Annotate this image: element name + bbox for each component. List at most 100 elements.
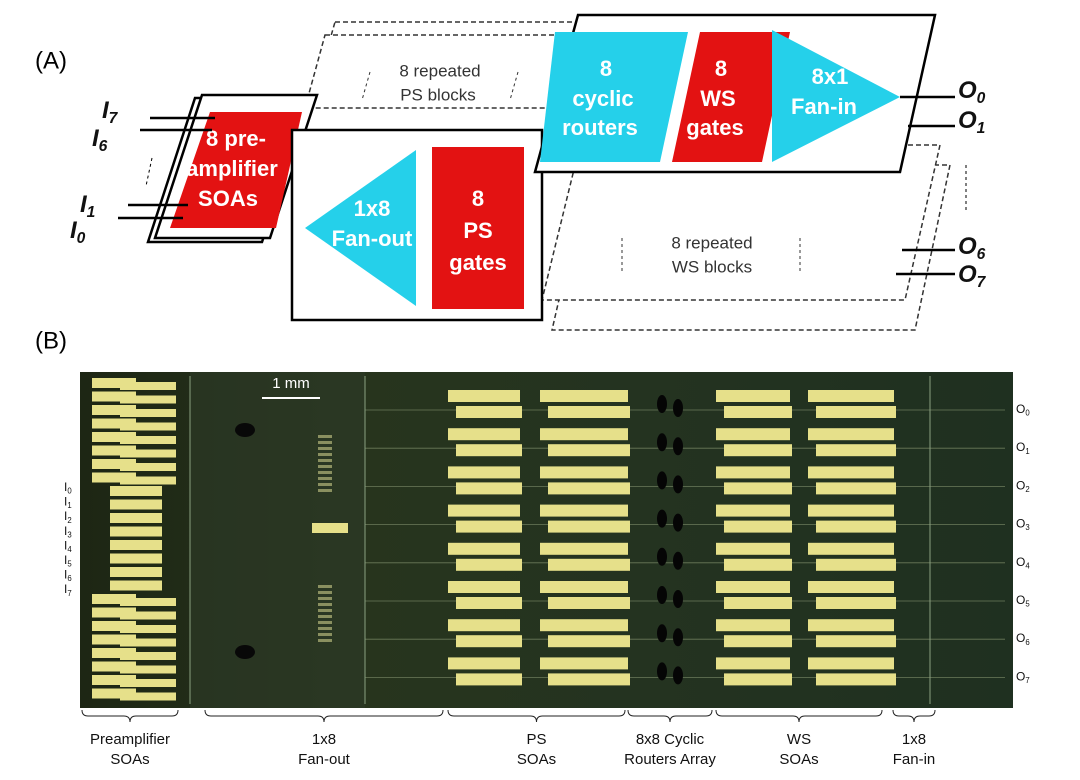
io-index: 6: [99, 138, 108, 155]
pad: [456, 597, 522, 609]
fanin-text: Fan-in: [791, 94, 857, 119]
pad: [540, 542, 628, 555]
io-index: 1: [67, 501, 71, 510]
io-letter: I: [64, 495, 67, 509]
pad: [808, 542, 894, 555]
io-letter: I: [92, 125, 100, 152]
router: [673, 666, 683, 685]
brace: [81, 709, 179, 723]
io-label: I7: [102, 97, 119, 127]
panel-label: (A): [35, 47, 67, 74]
section-label: 1x8: [902, 731, 926, 748]
pad: [448, 581, 520, 593]
pad: [540, 504, 628, 517]
pad: [816, 482, 896, 495]
preamp-text: 8 pre-: [206, 126, 266, 151]
io-index: 4: [1025, 561, 1030, 570]
pad: [724, 520, 792, 533]
pad: [540, 581, 628, 593]
pad: [808, 390, 894, 402]
router: [657, 547, 667, 566]
router: [657, 395, 667, 413]
pad: [548, 635, 630, 648]
pad: [92, 378, 136, 388]
ps-blocks-text: PS blocks: [400, 85, 476, 104]
ps-gates-text: gates: [449, 250, 506, 275]
brace: [715, 709, 883, 723]
io-letter: I: [102, 97, 110, 124]
pad: [110, 553, 162, 564]
pad: [318, 435, 332, 438]
pad: [92, 405, 136, 415]
io-label: I2: [64, 509, 72, 524]
pad: [540, 619, 628, 632]
pad: [110, 540, 162, 550]
router: [657, 433, 667, 452]
pad: [540, 390, 628, 402]
pad: [318, 471, 332, 474]
io-letter: O: [1016, 555, 1025, 569]
routers-text: cyclic: [572, 86, 633, 111]
pad: [318, 591, 332, 594]
pad: [540, 657, 628, 670]
pad: [724, 406, 792, 418]
pad: [318, 639, 332, 642]
io-label: O0: [958, 77, 986, 107]
io-index: 0: [977, 90, 986, 107]
io-index: 7: [109, 110, 119, 127]
pad: [816, 444, 896, 457]
pad: [120, 463, 176, 471]
ws-blocks-text: 8 repeated: [671, 233, 752, 252]
io-label: O4: [1016, 555, 1030, 570]
io-label: O0: [1016, 402, 1030, 417]
io-letter: O: [958, 77, 977, 104]
io-index: 3: [1025, 523, 1029, 532]
pad: [120, 382, 176, 390]
pad: [456, 406, 522, 418]
io-index: 2: [1025, 485, 1029, 494]
section-label: SOAs: [779, 751, 818, 768]
io-letter: I: [80, 191, 88, 218]
pad: [92, 391, 136, 402]
router: [673, 475, 683, 494]
section-label: SOAs: [110, 751, 149, 768]
router: [673, 590, 683, 608]
pad: [724, 558, 792, 571]
section-label: WS: [787, 731, 811, 748]
io-letter: O: [1016, 670, 1025, 684]
pad: [318, 441, 332, 444]
pad: [816, 597, 896, 609]
pad: [816, 406, 896, 418]
dots: [509, 71, 519, 101]
pad: [548, 482, 630, 495]
io-index: 7: [977, 274, 987, 291]
pad: [716, 581, 790, 593]
pad: [318, 621, 332, 624]
input-lines: [118, 116, 215, 220]
pad: [318, 603, 332, 606]
panel-label: (B): [35, 327, 67, 354]
pad: [92, 472, 136, 483]
io-letter: O: [1016, 402, 1025, 416]
io-index: 3: [67, 530, 71, 539]
io-label: O3: [1016, 517, 1030, 532]
pad: [808, 428, 894, 441]
pad: [120, 449, 176, 458]
pad: [808, 581, 894, 593]
io-letter: I: [64, 568, 67, 582]
pad: [92, 432, 136, 442]
chip-region: [190, 372, 365, 708]
io-letter: I: [70, 217, 78, 244]
pad: [724, 482, 792, 495]
pad: [110, 513, 162, 523]
io-letter: O: [958, 107, 977, 134]
ws-blocks-text: WS blocks: [672, 257, 752, 276]
io-label: O1: [1016, 440, 1030, 455]
io-letter: I: [64, 539, 67, 553]
pad: [716, 428, 790, 441]
pad: [318, 447, 332, 450]
pad: [120, 679, 176, 687]
pad: [816, 520, 896, 533]
io-label: I0: [70, 217, 86, 247]
